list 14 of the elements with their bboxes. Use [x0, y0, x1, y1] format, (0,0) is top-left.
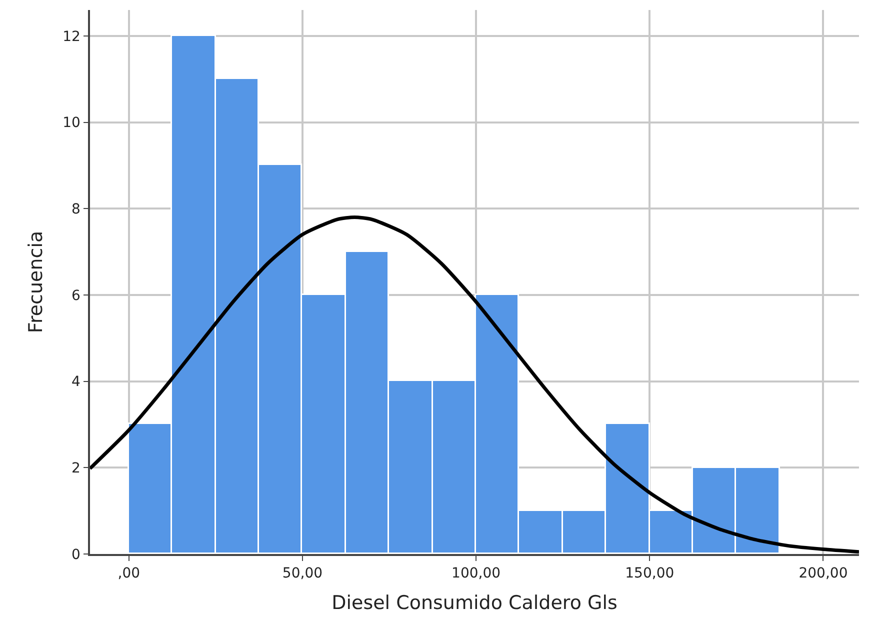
y-axis-title: Frecuencia [24, 230, 47, 334]
x-tick-label: 100,00 [452, 566, 501, 582]
x-axis-title: Diesel Consumido Caldero Gls [332, 592, 618, 614]
y-tick-label: 8 [72, 202, 80, 218]
y-tick-label: 10 [62, 115, 80, 132]
y-tick-label: 4 [72, 374, 81, 390]
x-tick-label: 50,00 [282, 566, 323, 582]
y-tick-label: 2 [72, 460, 80, 477]
x-tick-label: 150,00 [625, 566, 674, 582]
y-tick-label: 12 [62, 28, 80, 45]
x-tick-label: 200,00 [798, 566, 848, 582]
y-tick-label: 0 [72, 546, 80, 563]
y-tick-label: 6 [72, 288, 81, 304]
x-tick-label: ,00 [118, 566, 140, 582]
